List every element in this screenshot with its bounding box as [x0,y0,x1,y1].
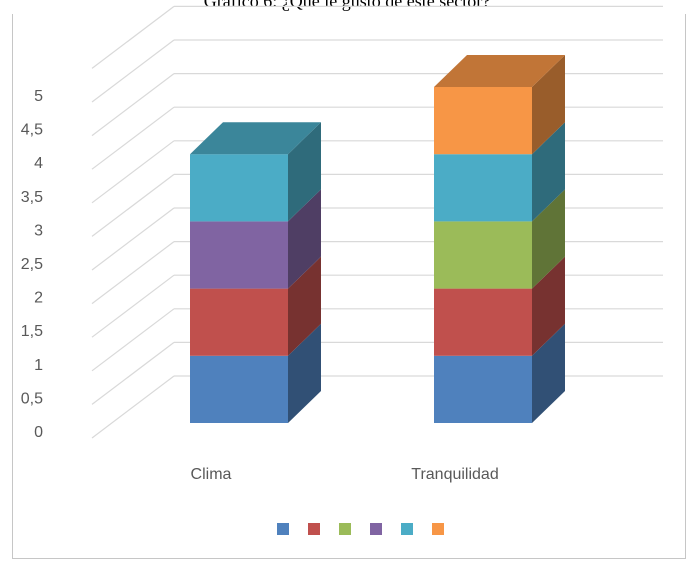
gridline-diagonal [91,106,175,170]
bars [190,55,565,423]
bar-segment-side [532,323,565,423]
y-tick-label: 4 [34,155,43,172]
y-tick-label: 1,5 [21,323,43,340]
bar-segment-side [288,256,321,356]
y-tick-label: 1 [34,357,43,374]
bar-segment-front [190,154,288,222]
y-tick-label: 2,5 [21,256,43,273]
gridline-diagonal [91,274,175,338]
legend-swatch [370,523,382,535]
x-axis: Clima Tranquilidad [191,466,499,483]
bar-segment-top [190,122,321,155]
y-axis: 0 0,5 1 1,5 2 2,5 3 3,5 4 4,5 5 [21,88,43,441]
gridline-diagonal [91,5,175,69]
bar-segment-front [190,355,288,423]
chart-title: Gráfico 6: ¿Qué le gustó de este sector? [203,0,491,11]
x-category-label: Clima [191,466,232,483]
y-tick-label: 4,5 [21,122,43,139]
bar-segment-side [288,122,321,222]
y-tick-label: 0,5 [21,390,43,407]
bar-segment-front [434,87,532,155]
gridline-diagonal [91,308,175,372]
bar-segment-front [190,221,288,289]
gridline-diagonal [91,140,175,204]
bar-segment-front [434,288,532,356]
y-tick-label: 3 [34,222,43,239]
legend-swatch [432,523,444,535]
y-tick-label: 5 [34,88,43,105]
bar-segment-side [288,323,321,423]
bar-segment-side [532,55,565,155]
legend [277,523,444,535]
bar-segment-front [434,355,532,423]
bar-segment-side [532,189,565,289]
legend-swatch [308,523,320,535]
gridline-diagonal [91,341,175,405]
bar-segment-front [190,288,288,356]
bar-segment-front [434,221,532,289]
legend-swatch [339,523,351,535]
gridline-diagonal [91,39,175,103]
legend-swatch [401,523,413,535]
bar-segment-top [434,55,565,87]
gridline-diagonal [91,207,175,271]
x-category-label: Tranquilidad [411,466,498,483]
bar-segment-side [532,256,565,356]
y-tick-label: 0 [34,424,43,441]
gridline-diagonal [91,173,175,237]
bar-segment-side [532,122,565,222]
legend-swatch [277,523,289,535]
gridlines [91,5,663,439]
bar-segment-front [434,154,532,222]
bar-segment-side [288,189,321,289]
gridline-diagonal [91,73,175,137]
y-tick-label: 2 [34,290,43,307]
gridline-diagonal [91,241,175,305]
chart-frame [12,14,686,559]
gridline-diagonal [91,375,175,439]
y-tick-label: 3,5 [21,189,43,206]
